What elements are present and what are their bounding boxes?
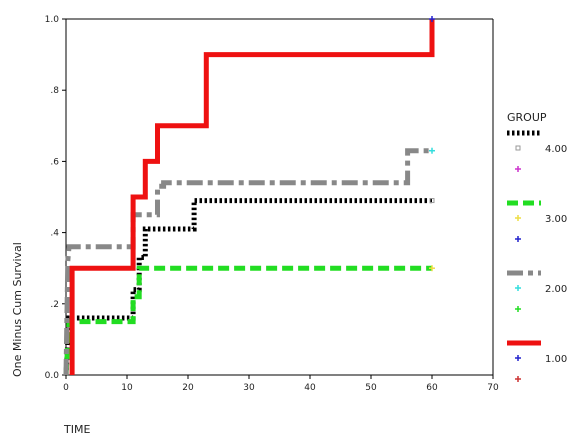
legend-entry-2-00: 2.00: [507, 270, 567, 312]
series-line-4-00: [63, 198, 432, 376]
series-line-2-00: [63, 148, 432, 376]
x-tick-label: 40: [304, 383, 316, 393]
x-axis-title: TIME: [63, 423, 90, 436]
x-tick-label: 30: [243, 383, 255, 393]
legend-censor-square: [515, 145, 521, 151]
legend-entry-3-00: 3.00: [507, 200, 567, 242]
legend-label: 4.00: [545, 144, 567, 155]
censor-layer: [429, 16, 435, 272]
y-ticks: 0.0 .2 .4 .6 .8 1.0: [45, 15, 66, 381]
x-tick-label: 20: [182, 383, 194, 393]
y-tick-label: .4: [50, 229, 59, 239]
y-axis-title: One Minus Cum Survival: [11, 242, 24, 377]
x-ticks: 0 10 20 30 40 50 60 70: [63, 375, 499, 393]
series-line-1-00: [69, 19, 435, 375]
x-tick-label: 70: [487, 383, 499, 393]
x-tick-label: 10: [121, 383, 133, 393]
censor-mark-1-00: [429, 16, 435, 22]
y-tick-label: .6: [50, 157, 59, 167]
censor-square: [429, 198, 435, 204]
x-tick-label: 50: [365, 383, 377, 393]
censor-mark-2-00: [429, 147, 435, 154]
y-tick-label: .8: [50, 86, 59, 96]
legend-label: 2.00: [545, 284, 567, 295]
legend-label: 3.00: [545, 214, 567, 225]
series-layer: [63, 19, 435, 376]
y-tick-label: 0.0: [45, 371, 60, 381]
y-tick-label: .2: [50, 300, 59, 310]
series-line-3-00: [63, 265, 432, 376]
x-tick-label: 60: [426, 383, 438, 393]
y-tick-label: 1.0: [45, 15, 60, 25]
legend-entry-1-00: 1.00: [507, 340, 567, 382]
legend-label: 1.00: [545, 354, 567, 365]
censor-mark-3-00: [429, 265, 435, 272]
legend-title: GROUP: [507, 111, 547, 124]
legend-entry-4-00: 4.00: [507, 130, 567, 172]
censor-mark-4-00: [429, 198, 435, 204]
x-tick-label: 0: [63, 383, 69, 393]
plot-area: [65, 18, 494, 376]
legend: GROUP 4.00 3.00 2.00 1.00: [507, 111, 567, 382]
